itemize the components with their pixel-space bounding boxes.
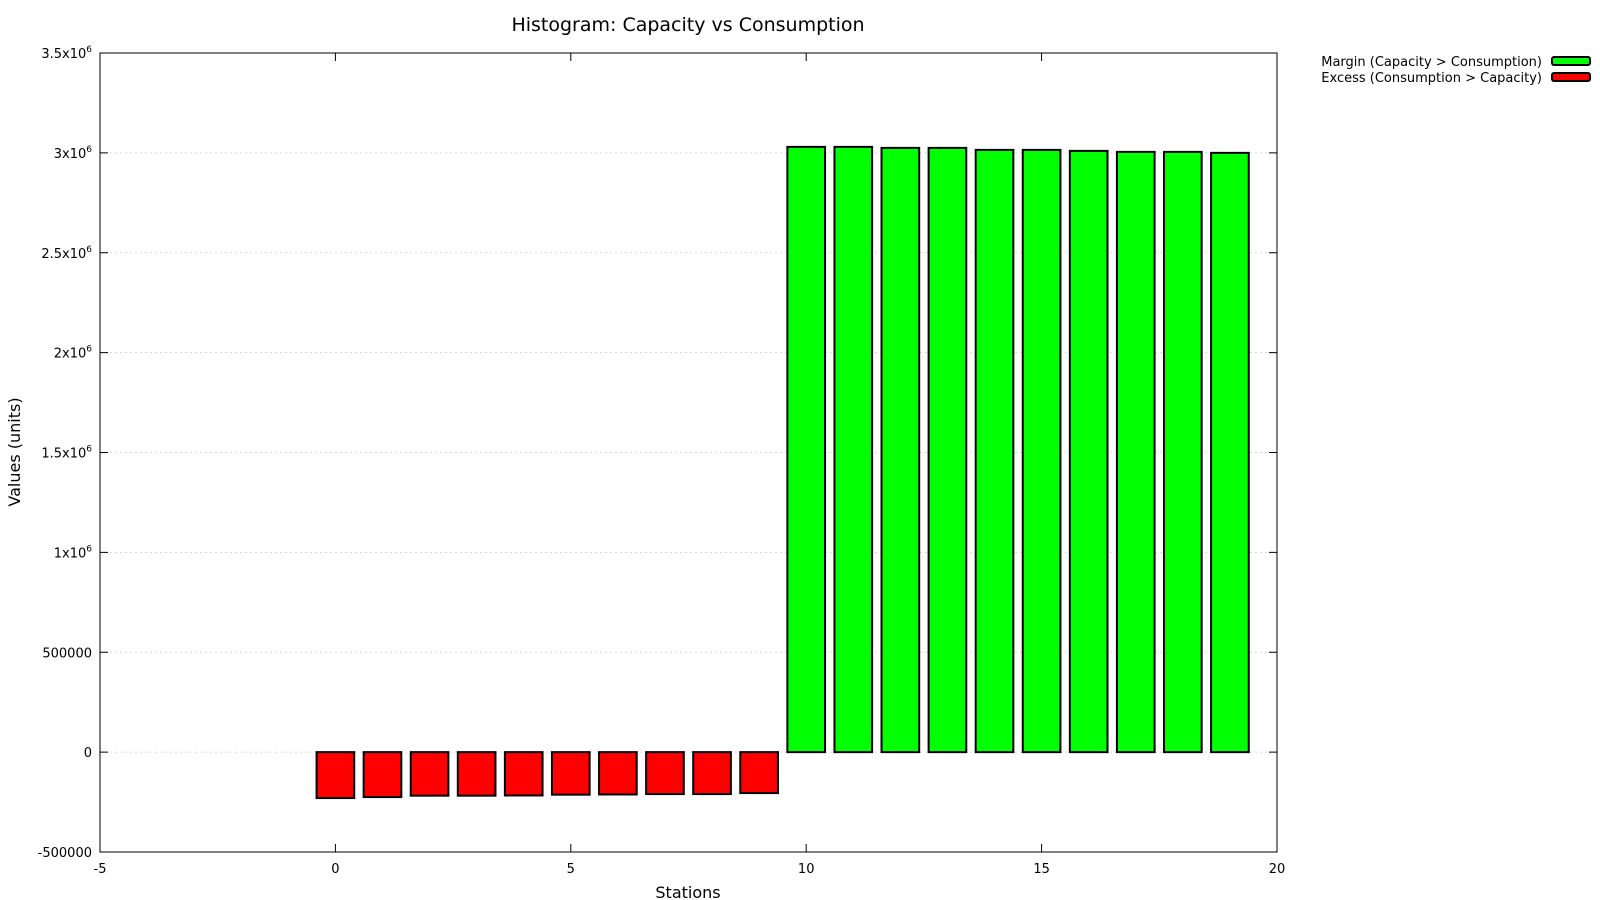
margin-bar [1163,150,1203,754]
x-axis-label: Stations [655,883,720,900]
x-tick-label: 15 [1033,862,1050,877]
legend-swatch [1551,72,1591,82]
bars [315,145,1250,800]
chart-title: Histogram: Capacity vs Consumption [511,14,864,36]
y-tick-label: 3.5x106 [41,45,92,62]
margin-bar [1068,149,1109,754]
x-tick-label: 10 [798,862,815,877]
margin-bar [1021,148,1062,754]
excess-bar [503,751,544,797]
margin-bar [927,146,968,754]
y-tick-label: 1x106 [54,544,93,561]
y-tick-label: 0 [84,746,92,761]
margin-bar [833,145,874,754]
x-tick-label: 5 [567,862,575,877]
legend-swatch [1551,56,1591,66]
excess-bar [645,751,685,796]
margin-bar [1210,151,1250,754]
legend-label: Excess (Consumption > Capacity) [1321,71,1542,86]
axis-ticks [99,52,1278,853]
excess-bar [409,751,450,797]
x-tick-label: 0 [331,862,339,877]
margin-bar [880,146,921,754]
legend-label: Margin (Capacity > Consumption) [1321,55,1542,70]
x-tick-label: 20 [1269,862,1286,877]
legend: Margin (Capacity > Consumption)Excess (C… [1321,55,1591,86]
margin-bar [1115,150,1156,754]
excess-bar [456,751,497,797]
excess-bar [550,751,591,796]
excess-bar [739,751,779,795]
x-tick-label: -5 [94,862,107,877]
excess-bar [598,751,638,796]
excess-bar [315,751,356,800]
y-tick-label: 3x106 [54,145,93,162]
y-tick-label: 2x106 [54,345,93,362]
x-tick-labels: -5 0 5 10 15 20 [94,862,1286,877]
margin-bar [974,148,1015,754]
excess-bar [692,751,732,796]
margin-bar [786,145,827,754]
y-tick-label: 2.5x106 [41,245,92,262]
y-tick-label: 500000 [42,646,92,661]
excess-bar [362,751,403,799]
y-tick-label: 1.5x106 [41,445,92,462]
y-tick-labels: -500000 0 500000 1x106 1.5x106 2x106 2.5x106 3x… [38,45,93,861]
y-tick-label: -500000 [38,846,92,861]
y-axis-label: Values (units) [5,397,24,506]
